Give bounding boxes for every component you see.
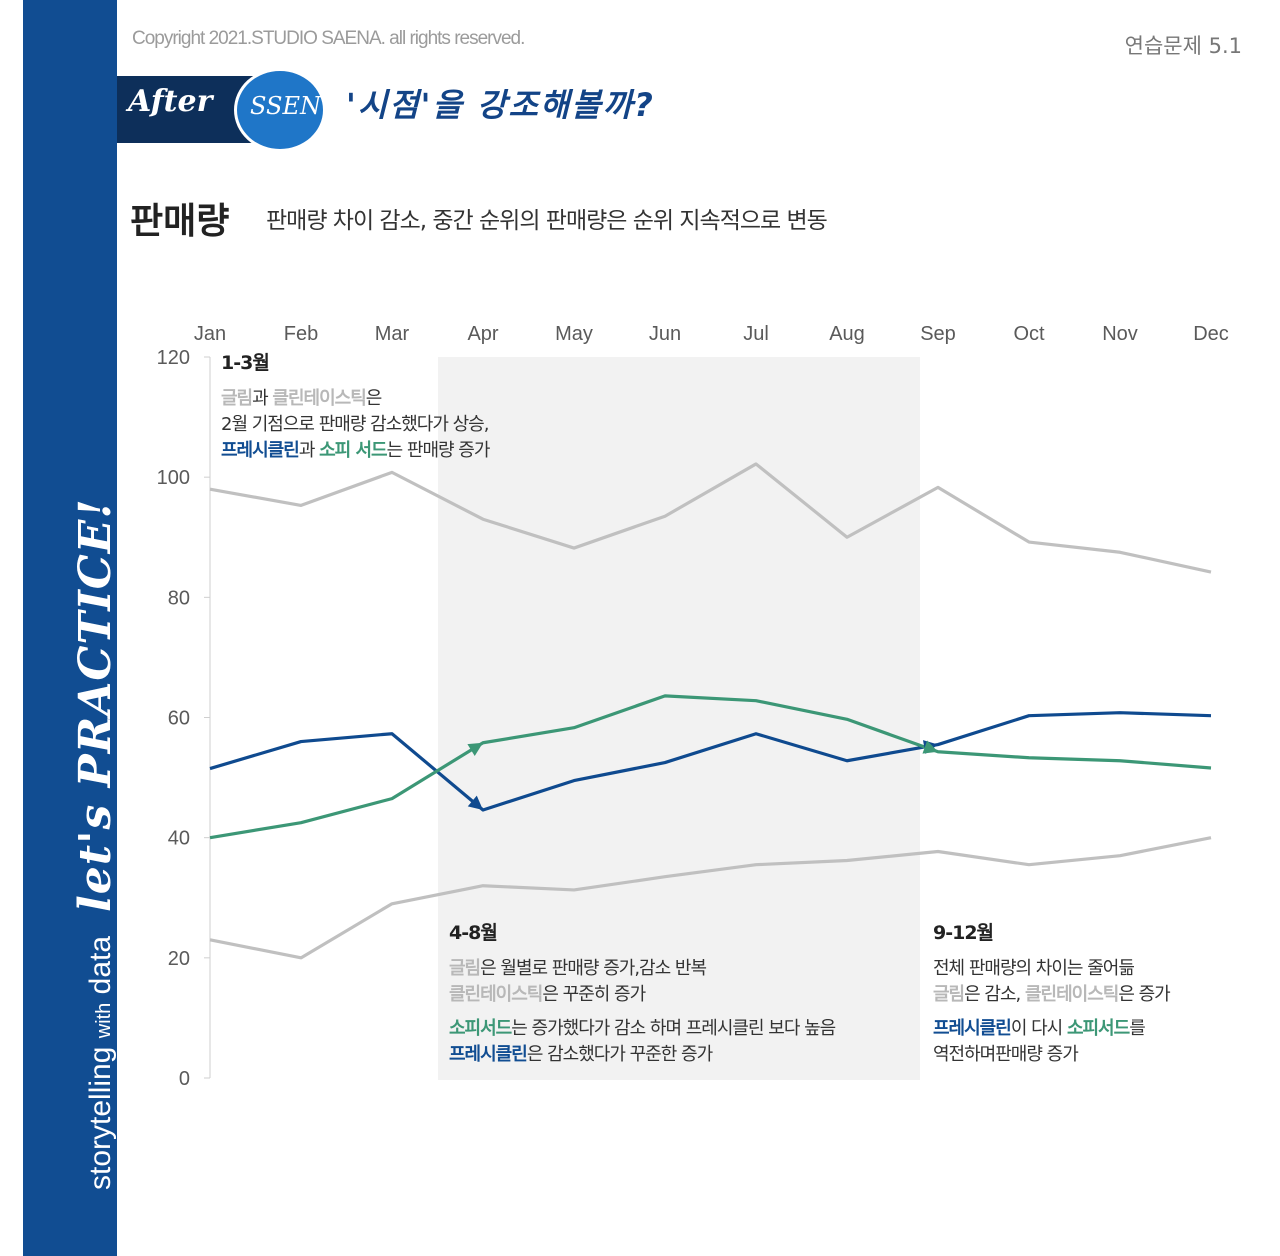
text: 은 월별로 판매량 증가,감소 반복 (480, 958, 707, 979)
text: 은 감소했다가 꾸준한 증가 (526, 1044, 713, 1065)
brand-cleantastic: 클린테이스틱 (1024, 984, 1119, 1005)
page-subtitle: 판매량 차이 감소, 중간 순위의 판매량은 순위 지속적으로 변동 (266, 208, 828, 234)
x-tick-label: Apr (467, 323, 498, 345)
y-tick-label: 40 (168, 828, 190, 850)
x-tick-label: Jan (194, 323, 226, 345)
arrowhead (467, 795, 483, 811)
practice-label: 연습문제 5.1 (1124, 34, 1242, 58)
series-line-1 (209, 836, 1212, 960)
after-label: After (128, 84, 213, 119)
series-lines (209, 462, 1212, 960)
text: 를 (1129, 1018, 1146, 1039)
ssen-label: SSEN (250, 92, 321, 120)
arrowhead (922, 740, 938, 754)
series-line-3 (209, 694, 1212, 840)
text: 는 증가했다가 감소 하며 프레시클린 보다 높음 (511, 1018, 836, 1039)
x-tick-label: Mar (375, 323, 410, 345)
series-line-2 (209, 711, 1212, 812)
x-tick-label: Sep (920, 323, 956, 345)
brand-freshclean: 프레시클린 (221, 440, 300, 461)
ssen-logo-circle (234, 68, 326, 152)
brand-sophie-third: 소피서드 (1066, 1018, 1130, 1039)
x-tick-label: Dec (1193, 323, 1229, 345)
text: 과 (252, 388, 273, 409)
y-axis-ticks: 0 20 40 60 80 100 120 (157, 347, 210, 1090)
annotation-line: 2월 기점으로 판매량 감소했다가 상승, (221, 414, 489, 435)
headline: '시점'을 강조해볼까? (346, 86, 655, 124)
y-tick-label: 120 (157, 347, 190, 369)
brand-cleantastic: 클린테이스틱 (449, 984, 543, 1005)
y-tick-label: 100 (157, 467, 190, 489)
arrowhead (467, 742, 483, 757)
brand-sophie-third: 소피 서드 (319, 440, 388, 461)
brand-freshclean: 프레시클린 (933, 1018, 1012, 1039)
brand-glim: 글림 (933, 984, 965, 1005)
series-line-0 (209, 462, 1212, 574)
x-tick-label: Nov (1102, 323, 1138, 345)
sidebar (23, 0, 117, 1256)
brand-glim: 글림 (449, 958, 481, 979)
x-tick-label: Oct (1013, 323, 1045, 345)
y-tick-label: 80 (168, 587, 190, 609)
annotation-heading: 1-3월 (221, 352, 270, 374)
annotation-line: 전체 판매량의 차이는 줄어듦 (933, 958, 1135, 979)
annotation-heading: 9-12월 (933, 922, 994, 944)
text: 은 (365, 388, 383, 409)
x-tick-label: May (555, 323, 593, 345)
text: 는 판매량 증가 (386, 440, 491, 461)
page-title: 판매량 (130, 201, 230, 242)
brand-sophie-third: 소피서드 (449, 1018, 512, 1039)
text: 은 증가 (1118, 984, 1170, 1005)
copyright-text: Copyright 2021.STUDIO SAENA. all rights … (132, 28, 525, 49)
y-tick-label: 20 (168, 948, 190, 970)
y-tick-label: 60 (168, 708, 190, 730)
annotation-sep-dec: 9-12월 전체 판매량의 차이는 줄어듦 글림은 감소, 클린테이스틱은 증가… (933, 920, 1171, 1068)
text: 은 감소, (964, 984, 1025, 1005)
annotation-heading: 4-8월 (449, 922, 498, 944)
x-axis-ticks: Jan Feb Mar Apr May Jun Jul Aug Sep Oct Nov Dec (194, 323, 1229, 345)
x-tick-label: Jul (743, 323, 769, 345)
text: 과 (298, 440, 320, 461)
brand-glim: 글림 (221, 388, 253, 409)
x-tick-label: Jun (649, 323, 681, 345)
y-tick-label: 0 (179, 1068, 190, 1090)
annotation-apr-aug: 4-8월 글림은 월별로 판매량 증가,감소 반복 클린테이스틱은 꾸준히 증가… (449, 920, 836, 1068)
x-tick-label: Aug (829, 323, 865, 345)
annotation-line: 역전하며판매량 증가 (933, 1044, 1079, 1065)
annotation-jan-mar: 1-3월 글림과 클린테이스틱은 2월 기점으로 판매량 감소했다가 상승, 프… (221, 350, 491, 464)
text: 은 꾸준히 증가 (542, 984, 646, 1005)
brand-freshclean: 프레시클린 (449, 1044, 528, 1065)
text: 이 다시 (1010, 1018, 1067, 1039)
brand-cleantastic: 클린테이스틱 (272, 388, 366, 409)
x-tick-label: Feb (284, 323, 318, 345)
